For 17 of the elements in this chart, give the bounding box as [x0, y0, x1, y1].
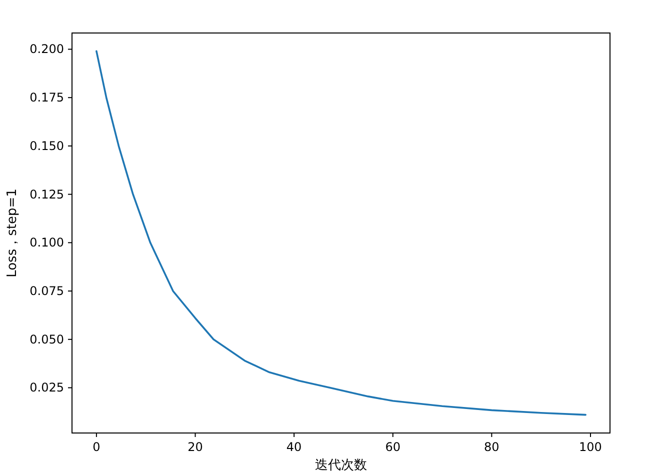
y-tick-label: 0.150: [30, 138, 64, 153]
y-tick-label: 0.075: [30, 284, 64, 298]
y-tick-label: 0.100: [30, 236, 64, 250]
x-tick-label: 80: [484, 440, 500, 454]
x-tick-label: 60: [385, 440, 401, 454]
x-axis-title: 迭代次数: [315, 458, 367, 473]
y-tick-label: 0.125: [30, 187, 64, 202]
y-tick-label: 0.200: [30, 42, 64, 56]
x-tick-label: 20: [188, 440, 203, 454]
y-tick-label: 0.050: [30, 332, 64, 346]
line-series: [96, 50, 586, 416]
x-tick-label: 100: [579, 440, 602, 454]
x-tick-label: 40: [286, 440, 302, 454]
y-tick-label: 0.025: [30, 380, 64, 395]
x-tick-label: 0: [92, 440, 100, 454]
y-axis-title: Loss，step=1: [5, 188, 20, 278]
y-tick-label: 0.175: [30, 90, 64, 105]
